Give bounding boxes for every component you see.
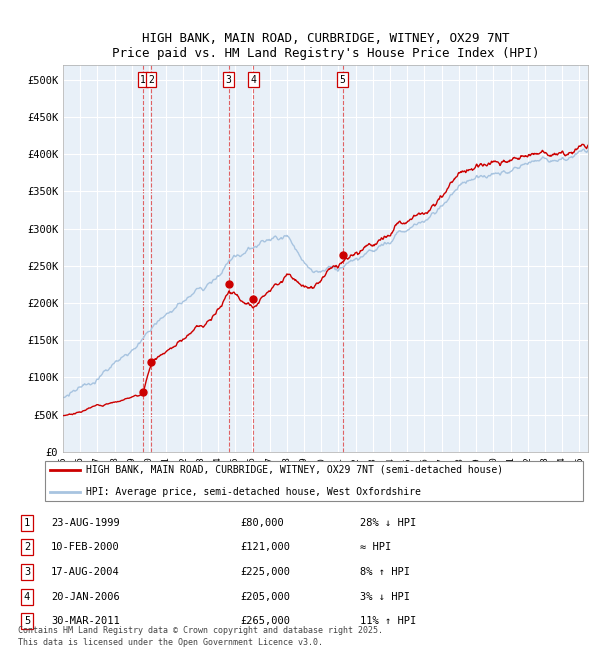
Text: Contains HM Land Registry data © Crown copyright and database right 2025.
This d: Contains HM Land Registry data © Crown c… — [18, 626, 383, 647]
Text: 5: 5 — [24, 616, 30, 627]
Text: 5: 5 — [340, 75, 346, 85]
Text: 3: 3 — [24, 567, 30, 577]
Text: £121,000: £121,000 — [240, 542, 290, 552]
FancyBboxPatch shape — [45, 460, 583, 502]
Text: 17-AUG-2004: 17-AUG-2004 — [51, 567, 120, 577]
Text: 20-JAN-2006: 20-JAN-2006 — [51, 592, 120, 602]
Text: £265,000: £265,000 — [240, 616, 290, 627]
Text: 3% ↓ HPI: 3% ↓ HPI — [360, 592, 410, 602]
Text: 28% ↓ HPI: 28% ↓ HPI — [360, 517, 416, 528]
Text: 4: 4 — [250, 75, 256, 85]
Text: 11% ↑ HPI: 11% ↑ HPI — [360, 616, 416, 627]
Text: ≈ HPI: ≈ HPI — [360, 542, 391, 552]
Text: HPI: Average price, semi-detached house, West Oxfordshire: HPI: Average price, semi-detached house,… — [86, 488, 421, 497]
Text: 23-AUG-1999: 23-AUG-1999 — [51, 517, 120, 528]
Text: 1: 1 — [24, 517, 30, 528]
Text: £225,000: £225,000 — [240, 567, 290, 577]
Text: 10-FEB-2000: 10-FEB-2000 — [51, 542, 120, 552]
Text: HIGH BANK, MAIN ROAD, CURBRIDGE, WITNEY, OX29 7NT (semi-detached house): HIGH BANK, MAIN ROAD, CURBRIDGE, WITNEY,… — [86, 465, 503, 474]
Title: HIGH BANK, MAIN ROAD, CURBRIDGE, WITNEY, OX29 7NT
Price paid vs. HM Land Registr: HIGH BANK, MAIN ROAD, CURBRIDGE, WITNEY,… — [112, 32, 539, 60]
Text: 3: 3 — [226, 75, 232, 85]
Text: £80,000: £80,000 — [240, 517, 284, 528]
Text: 8% ↑ HPI: 8% ↑ HPI — [360, 567, 410, 577]
Text: 2: 2 — [148, 75, 154, 85]
Text: £205,000: £205,000 — [240, 592, 290, 602]
Text: 4: 4 — [24, 592, 30, 602]
Text: 1: 1 — [140, 75, 146, 85]
Text: 2: 2 — [24, 542, 30, 552]
Text: 30-MAR-2011: 30-MAR-2011 — [51, 616, 120, 627]
